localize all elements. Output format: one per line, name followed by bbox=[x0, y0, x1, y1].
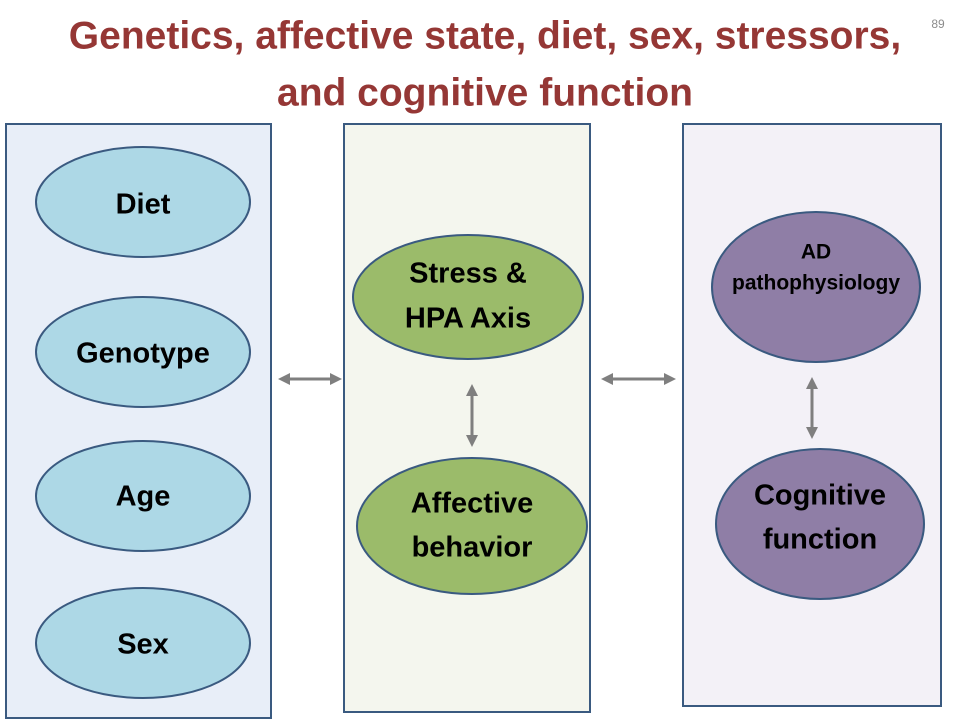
node-label: Genotype bbox=[76, 338, 210, 370]
node: Diet bbox=[35, 146, 251, 258]
node-label: behavior bbox=[412, 532, 533, 564]
title-line: Genetics, affective state, diet, sex, st… bbox=[69, 14, 901, 57]
ellipse bbox=[35, 440, 251, 552]
node-label: pathophysiology bbox=[732, 272, 900, 295]
node: Cognitive function bbox=[715, 448, 925, 600]
node-label: Affective bbox=[411, 488, 534, 520]
node-label: AD bbox=[801, 241, 831, 264]
arrow bbox=[806, 377, 818, 439]
arrow bbox=[278, 373, 342, 385]
node-label: Age bbox=[116, 481, 171, 513]
node-label: Diet bbox=[116, 189, 171, 221]
ellipse bbox=[711, 211, 921, 363]
node: AD pathophysiology bbox=[711, 211, 921, 363]
node-label: Stress & bbox=[409, 258, 527, 290]
ellipse bbox=[35, 587, 251, 699]
node-label: HPA Axis bbox=[405, 303, 531, 335]
ellipse bbox=[35, 296, 251, 408]
node-label: function bbox=[763, 524, 877, 556]
node: Genotype bbox=[35, 296, 251, 408]
slide-number: 89 bbox=[931, 17, 945, 31]
node: Sex bbox=[35, 587, 251, 699]
arrow bbox=[466, 384, 478, 447]
node-label: Cognitive bbox=[754, 480, 886, 512]
node: Stress & HPA Axis bbox=[352, 234, 584, 360]
title-line: and cognitive function bbox=[277, 71, 693, 114]
ellipse bbox=[352, 234, 584, 360]
panel bbox=[343, 123, 591, 713]
ellipse bbox=[35, 146, 251, 258]
node: Age bbox=[35, 440, 251, 552]
ellipse bbox=[356, 457, 588, 595]
arrow bbox=[601, 373, 676, 385]
node: Affective behavior bbox=[356, 457, 588, 595]
ellipse bbox=[715, 448, 925, 600]
node-label: Sex bbox=[117, 629, 169, 661]
